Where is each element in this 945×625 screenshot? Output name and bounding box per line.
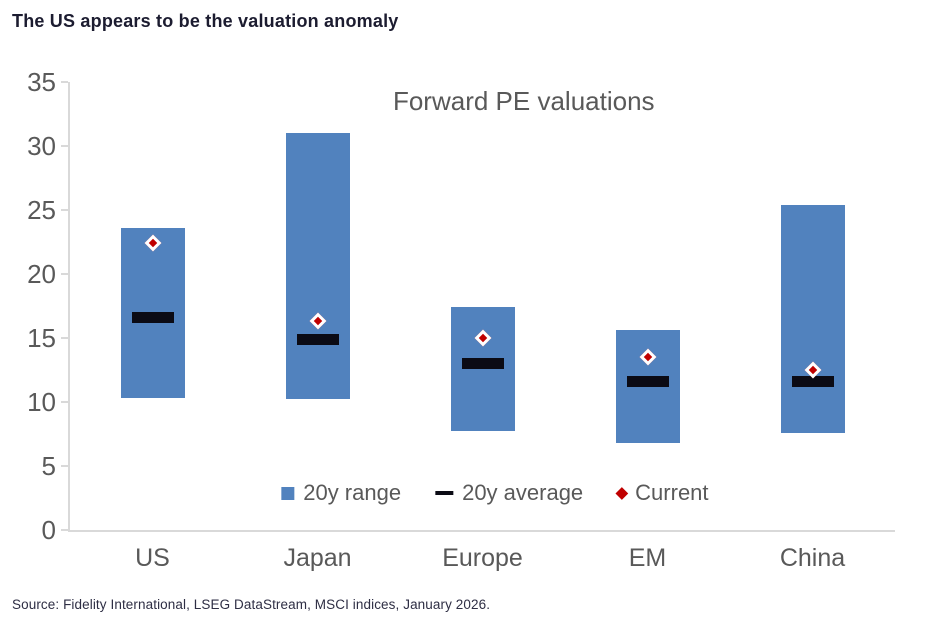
y-axis-tick [61, 273, 68, 275]
legend: 20y range 20y average Current [281, 480, 709, 506]
y-axis-tick-label: 35 [27, 67, 56, 97]
average-dash [131, 312, 174, 324]
average-dash [461, 358, 504, 370]
y-axis-tick-label: 0 [41, 515, 56, 545]
average-dash [791, 376, 834, 388]
y-axis-tick [61, 209, 68, 211]
x-axis-label: US [135, 544, 170, 572]
range-swatch-icon [281, 486, 295, 500]
average-dash [296, 333, 339, 345]
y-axis-tick-label: 10 [27, 387, 56, 417]
x-axis-label: China [779, 544, 846, 572]
y-axis-tick [61, 401, 68, 403]
y-axis-tick [61, 465, 68, 467]
plot-area: Forward PE valuations 0 5 10 15 20 25 30 35 US J… [27, 69, 895, 572]
y-axis-tick [61, 145, 68, 147]
x-axis-line [68, 530, 895, 532]
range-bar [285, 133, 350, 400]
y-axis-tick-label: 30 [27, 131, 56, 161]
current-swatch-icon [615, 486, 629, 500]
y-axis-tick [61, 529, 68, 531]
y-axis-tick-label: 25 [27, 195, 56, 225]
y-axis-line [68, 82, 70, 532]
legend-label-average: 20y average [462, 480, 584, 505]
y-axis-tick [61, 337, 68, 339]
source-note: Source: Fidelity International, LSEG Dat… [12, 597, 491, 612]
legend-item-average: 20y average [435, 480, 583, 506]
x-axis-label: Europe [442, 544, 523, 572]
y-axis-tick-label: 5 [41, 451, 56, 481]
y-axis-tick-label: 15 [27, 323, 56, 353]
average-swatch-icon [435, 491, 454, 495]
range-bar [780, 204, 845, 433]
legend-label-current: Current [635, 480, 709, 505]
x-axis-label: EM [628, 544, 667, 572]
y-axis-tick [61, 81, 68, 83]
legend-item-current: Current [615, 480, 709, 506]
y-axis-tick-label: 20 [27, 259, 56, 289]
average-dash [626, 376, 669, 388]
range-bar [450, 307, 515, 432]
chart-title: Forward PE valuations [392, 86, 655, 116]
figure-title: The US appears to be the valuation anoma… [12, 11, 399, 31]
legend-item-range: 20y range [281, 480, 401, 506]
legend-label-range: 20y range [303, 480, 402, 505]
x-axis-label: Japan [283, 544, 352, 572]
